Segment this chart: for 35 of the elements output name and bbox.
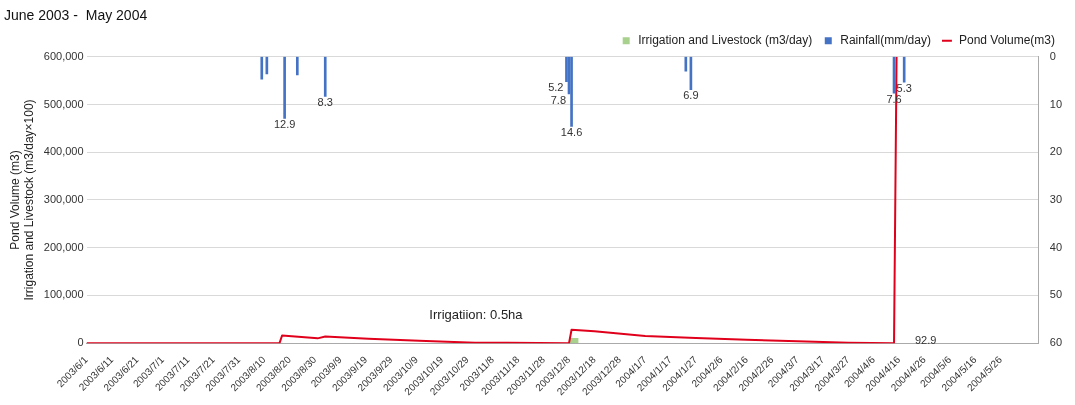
bar	[323, 56, 327, 97]
legend-label: Rainfall(mm/day)	[840, 33, 931, 48]
data-label: 5.2	[548, 81, 564, 94]
bar	[570, 56, 573, 127]
y2-tick-label: 60	[1049, 336, 1063, 349]
bar	[684, 56, 688, 72]
chart-title: June 2003 - May 2004	[4, 7, 148, 24]
y2-tick-label: 50	[1049, 288, 1063, 301]
data-label: 12.9	[273, 117, 296, 130]
y2-tick-label: 20	[1049, 145, 1063, 158]
y-axis-title: Pond Volume (m3) Irrigation and Livestock (m3/day×100)	[7, 99, 36, 301]
bar	[902, 56, 906, 83]
y2-tick-label: 30	[1049, 192, 1063, 205]
bar	[295, 56, 299, 76]
bar	[260, 56, 264, 80]
y2-tick-label: 10	[1049, 97, 1063, 110]
legend-label: Irrigation and Livestock (m3/day)	[638, 33, 813, 48]
data-label: 8.3	[317, 95, 333, 108]
annotation: Irrigatiion: 0.5ha	[429, 306, 524, 322]
data-label: 5.3	[896, 81, 912, 94]
y-tick-label: 400,000	[43, 145, 84, 158]
data-label: 14.6	[560, 126, 583, 138]
data-label: 6.9	[683, 89, 699, 102]
y-tick-label: 300,000	[43, 192, 84, 205]
y-tick-label: 600,000	[43, 49, 84, 62]
y-tick-label: 500,000	[43, 97, 84, 110]
y2-tick-label: 40	[1049, 240, 1063, 253]
y-tick-label: 0	[77, 336, 84, 349]
annotation: 92.9	[914, 333, 937, 346]
bar	[283, 56, 286, 119]
data-label: 7.8	[550, 93, 567, 106]
legend-label: Pond Volume(m3)	[958, 33, 1055, 48]
y-tick-label: 100,000	[43, 288, 84, 301]
y-tick-label: 200,000	[43, 240, 84, 253]
y2-tick-label: 0	[1049, 49, 1056, 62]
